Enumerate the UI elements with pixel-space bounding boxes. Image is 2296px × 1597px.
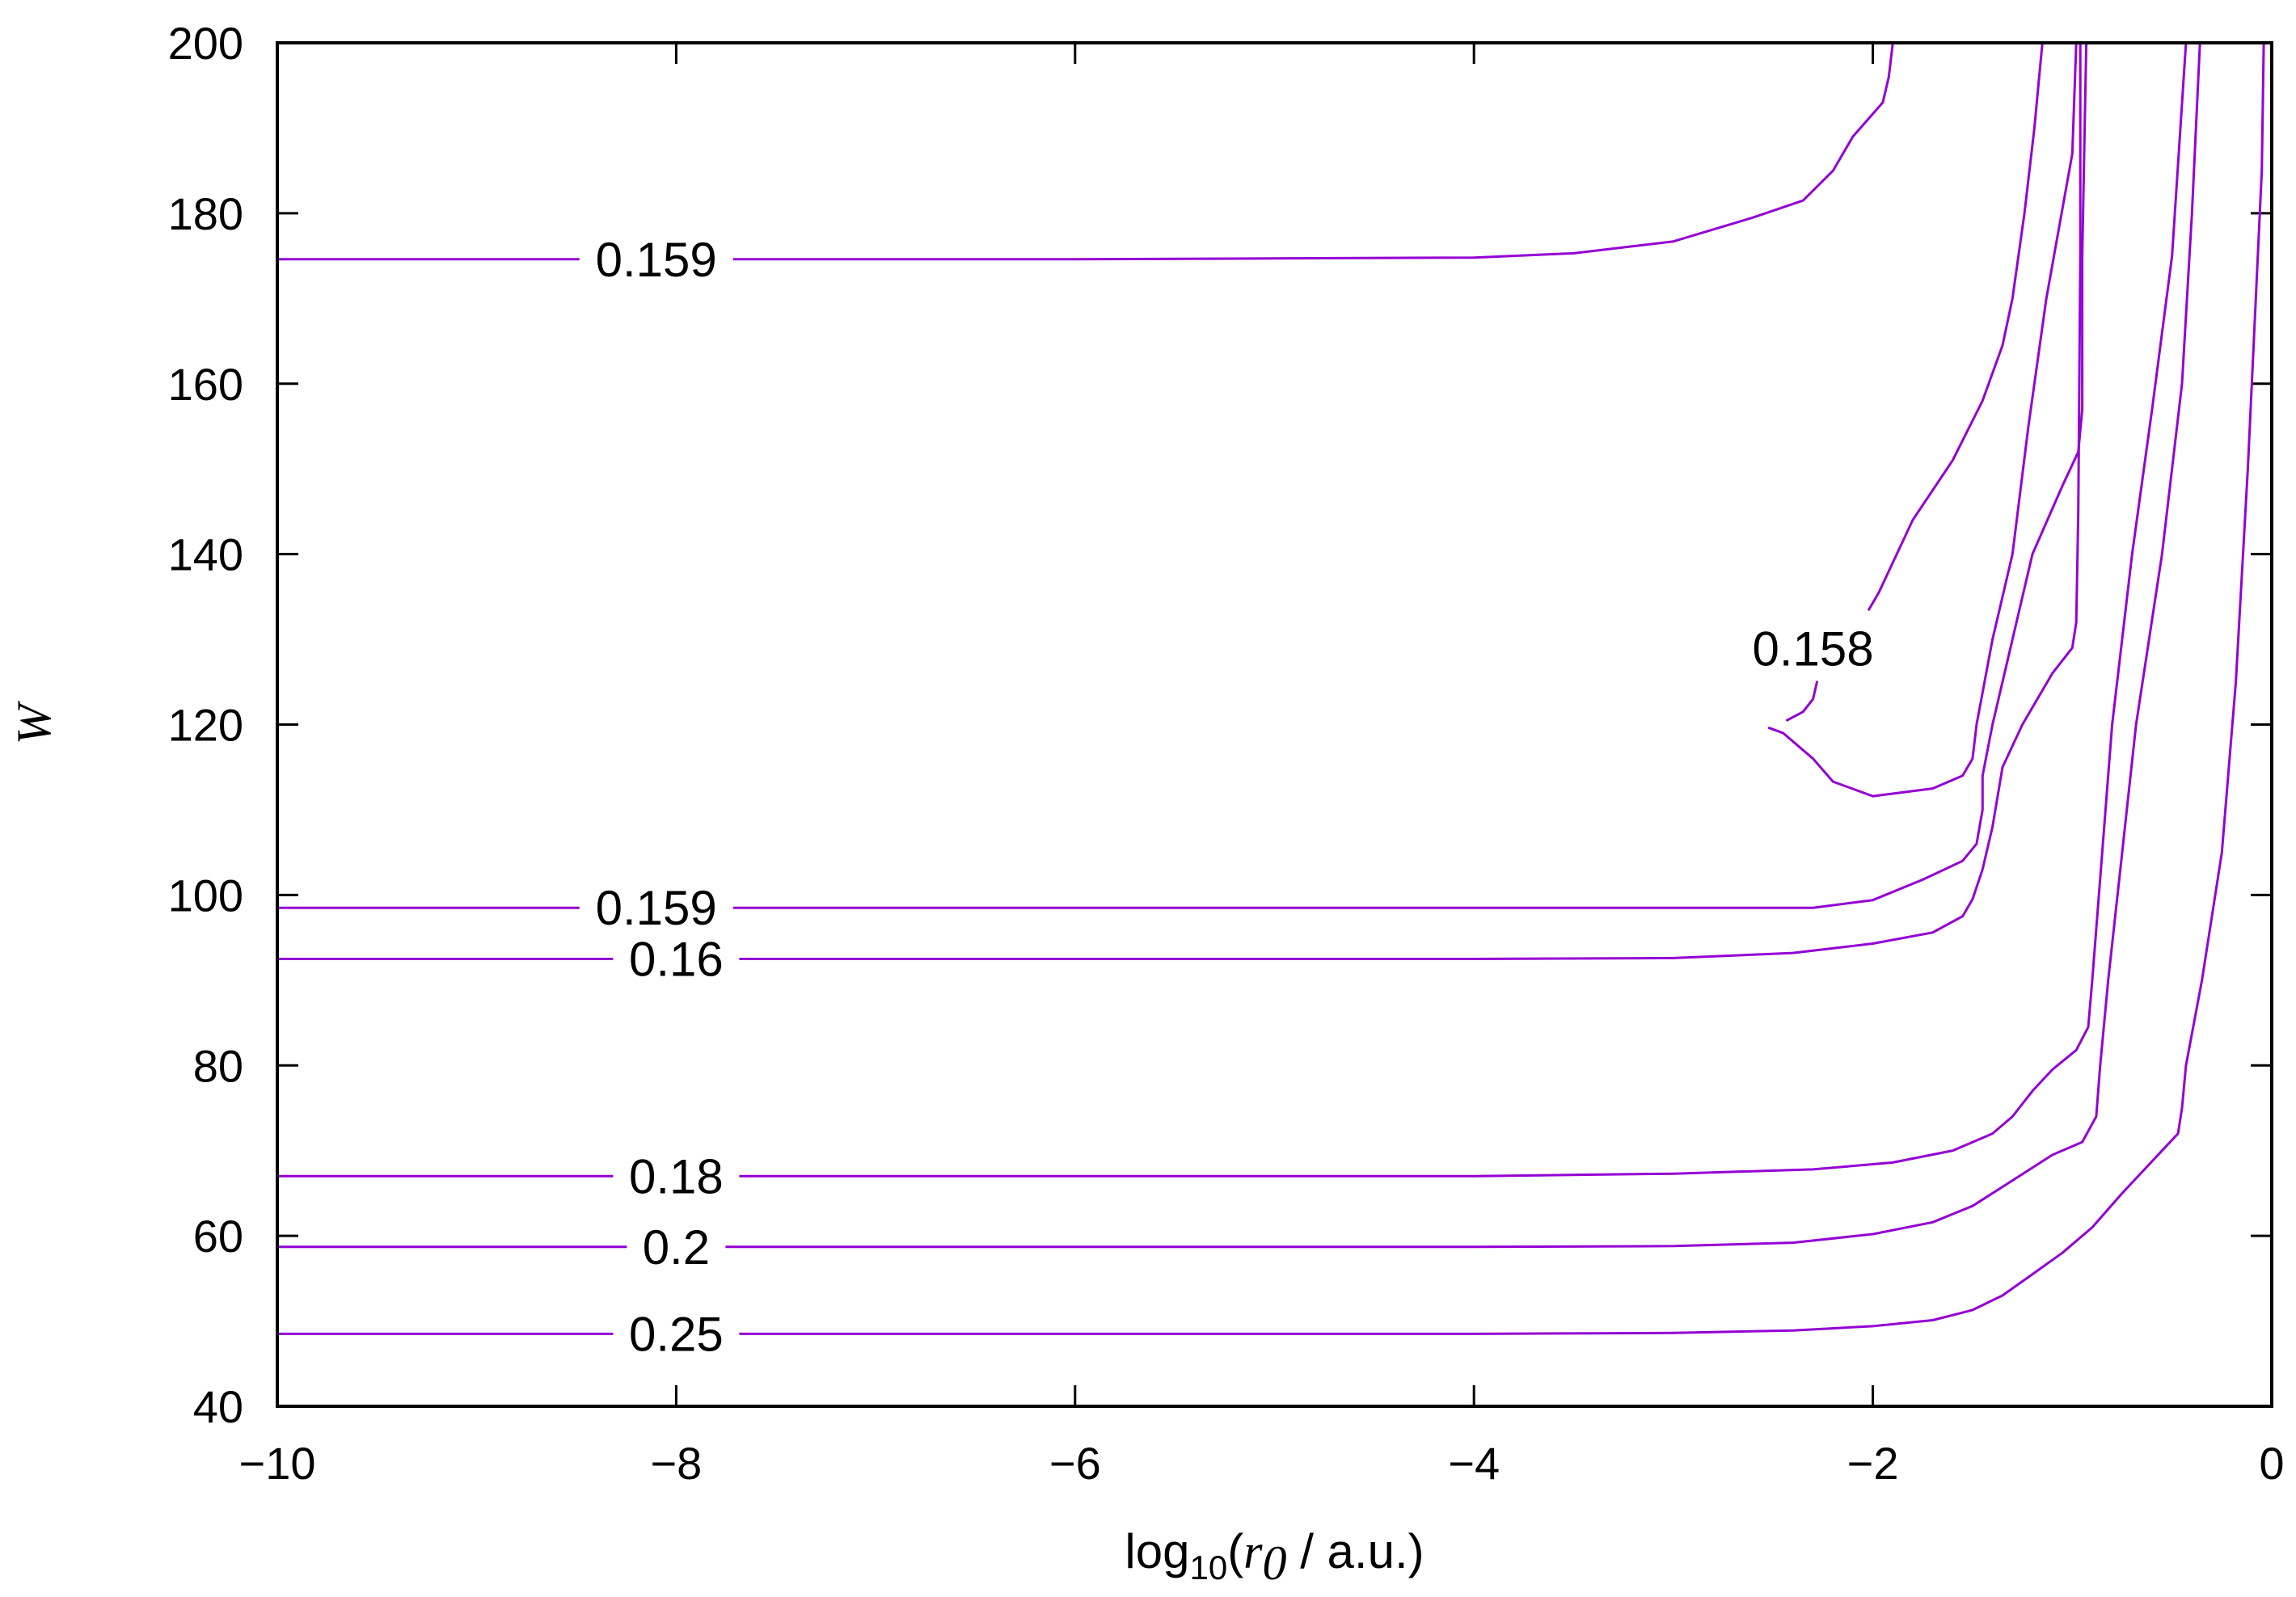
x-axis-title-suffix: / a.u.) xyxy=(1287,1524,1424,1578)
tick-marks xyxy=(276,41,2273,1408)
contour-line-0-16 xyxy=(276,41,2082,960)
y-tick-label: 80 xyxy=(193,1040,243,1091)
contour-label-0-25: 0.25 xyxy=(629,1307,724,1361)
contour-label-background xyxy=(613,1306,740,1362)
y-tick-label: 200 xyxy=(168,18,243,69)
y-tick-label: 140 xyxy=(168,529,243,580)
contour-label-background xyxy=(579,880,733,936)
y-tick-label: 60 xyxy=(193,1211,243,1262)
contour-line-0-158 xyxy=(1786,681,1818,722)
contour-label-0-16: 0.16 xyxy=(629,932,724,986)
contour-line-0-25 xyxy=(276,41,2265,1335)
contour-label-background xyxy=(579,231,733,287)
x-axis-title-variable-subscript: 0 xyxy=(1263,1536,1287,1590)
contour-label-0-159: 0.159 xyxy=(596,881,717,935)
x-tick-label: −8 xyxy=(650,1438,702,1489)
y-tick-label: 160 xyxy=(168,359,243,410)
x-tick-label: −10 xyxy=(239,1438,316,1489)
contour-label-background xyxy=(1736,621,1890,676)
contour-line-0-159 xyxy=(276,41,2088,909)
contour-label-background xyxy=(613,931,740,987)
contour-label-background xyxy=(613,1148,740,1204)
contour-label-0-2: 0.2 xyxy=(643,1220,710,1275)
contour-line-0-158 xyxy=(1767,41,2078,798)
y-tick-label: 40 xyxy=(193,1381,243,1432)
x-tick-label: 0 xyxy=(2259,1438,2284,1489)
x-axis-title-variable: r xyxy=(1243,1525,1263,1578)
contour-lines xyxy=(276,41,2265,1335)
plot-frame xyxy=(276,41,2273,1408)
tick-labels: −10 −8 −6 −4 −2 0 40 60 80 100 120 140 160 180 200 xyxy=(168,18,2285,1489)
contour-line-0-158 xyxy=(1868,41,2044,611)
contour-line-0-159 xyxy=(276,41,1894,261)
x-tick-label: −2 xyxy=(1847,1438,1899,1489)
contour-label-background xyxy=(627,1219,726,1275)
x-tick-label: −6 xyxy=(1049,1438,1101,1489)
y-tick-label: 100 xyxy=(168,870,243,921)
contour-labels: 0.159 0.159 0.158 0.16 0.18 0.2 0.25 xyxy=(579,231,1890,1362)
contour-line-0-18 xyxy=(276,41,2188,1178)
contour-line-0-2 xyxy=(276,41,2201,1249)
x-axis-title-prefix: log xyxy=(1125,1524,1189,1578)
y-tick-label: 180 xyxy=(168,188,243,239)
x-axis-title: log10(r0 / a.u.) xyxy=(1125,1524,1424,1590)
contour-label-0-18: 0.18 xyxy=(629,1149,724,1203)
x-axis-title-subscript: 10 xyxy=(1189,1549,1227,1586)
y-tick-label: 120 xyxy=(168,700,243,751)
x-axis-title-open-paren: ( xyxy=(1227,1524,1243,1578)
contour-label-0-159: 0.159 xyxy=(596,233,717,287)
y-axis-title: W xyxy=(7,700,61,744)
contour-label-0-158: 0.158 xyxy=(1753,622,1874,676)
x-tick-label: −4 xyxy=(1448,1438,1500,1489)
